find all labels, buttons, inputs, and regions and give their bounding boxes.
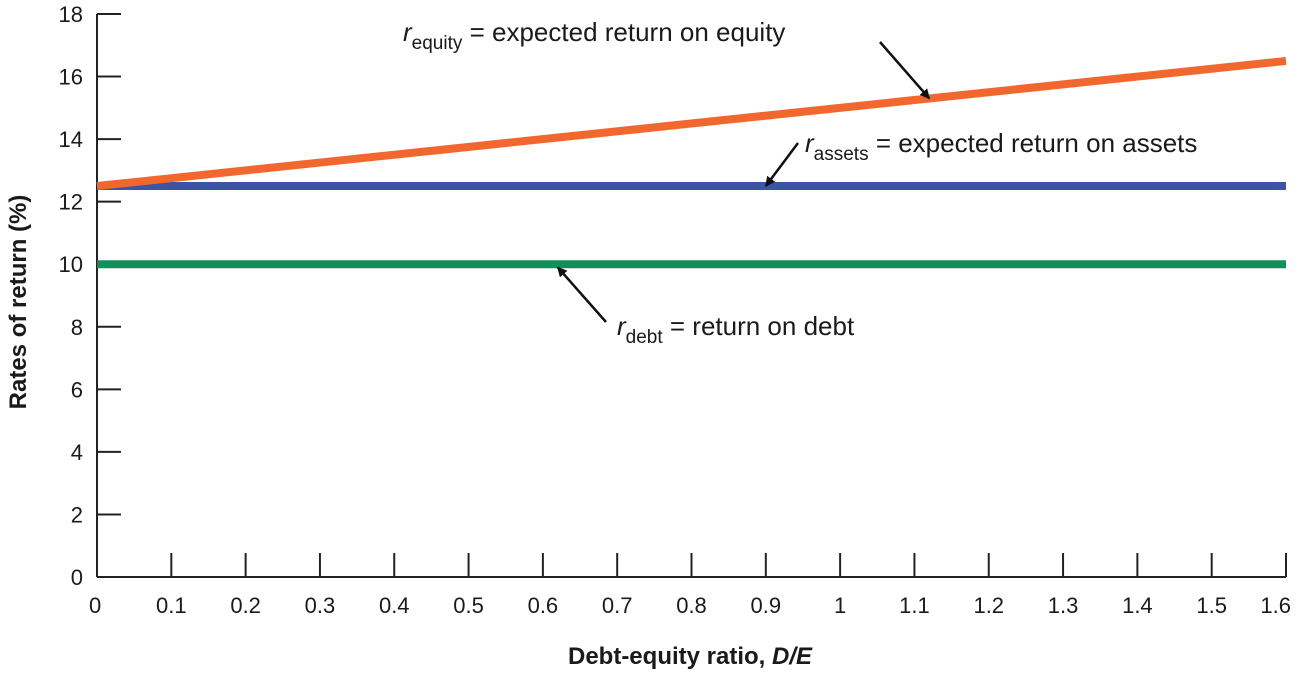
x-tick-label: 0.4: [379, 593, 410, 618]
y-tick-label: 2: [71, 502, 83, 527]
x-tick-label: 0.3: [305, 593, 336, 618]
y-tick-label: 10: [59, 252, 83, 277]
x-axis-title-italic: D/E: [772, 643, 813, 670]
y-tick-label: 6: [71, 377, 83, 402]
x-tick-label: 0.6: [528, 593, 559, 618]
y-tick-label: 8: [71, 315, 83, 340]
y-tick-label: 14: [59, 127, 83, 152]
annotation-assets-text: = expected return on assets: [869, 128, 1198, 158]
x-tick-label: 0.8: [676, 593, 707, 618]
y-tick-label: 12: [59, 190, 83, 215]
x-tick-label: 0.1: [156, 593, 187, 618]
x-tick-label: 1.5: [1196, 593, 1227, 618]
annotation-debt-var: r: [617, 311, 627, 341]
annotation-equity-text: = expected return on equity: [462, 17, 785, 47]
annotation-debt-sub: debt: [626, 327, 664, 348]
series-line-equity: [96, 56, 1287, 191]
x-tick-label: 0: [89, 593, 101, 618]
annotations-group: requity = expected return on equityrasse…: [403, 17, 1197, 348]
annotation-assets-sub: assets: [814, 144, 869, 165]
y-tick-label: 0: [71, 565, 83, 590]
annotation-arrow-equity: [879, 41, 931, 100]
x-tick-label: 1: [834, 593, 846, 618]
annotation-debt: rdebt = return on debt: [617, 311, 855, 348]
annotation-arrow-assets: [764, 142, 800, 187]
annotation-arrow-debt: [556, 266, 607, 323]
x-tick-label: 0.5: [453, 593, 484, 618]
x-tick-label: 1.6: [1260, 593, 1291, 618]
x-tick-label: 0.2: [230, 593, 261, 618]
annotation-debt-text: = return on debt: [663, 311, 855, 341]
x-tick-label: 1.2: [973, 593, 1004, 618]
x-axis-title: Debt-equity ratio, D/E: [568, 643, 813, 670]
annotation-assets-var: r: [805, 128, 815, 158]
y-tick-label: 16: [59, 65, 83, 90]
annotation-equity-sub: equity: [412, 33, 463, 54]
annotation-equity: requity = expected return on equity: [403, 17, 785, 54]
y-tick-label: 18: [59, 2, 83, 27]
annotation-assets: rassets = expected return on assets: [805, 128, 1197, 165]
x-tick-label: 0.9: [751, 593, 782, 618]
x-tick-label: 0.7: [602, 593, 633, 618]
x-tick-label: 1.1: [899, 593, 930, 618]
x-axis-title-main: Debt-equity ratio,: [568, 643, 772, 670]
y-axis-title: Rates of return (%): [5, 195, 32, 410]
y-tick-label: 4: [71, 440, 83, 465]
axes: 0 2 4 6 8 10 12 14 16 18 0 0.1 0.2 0.3 0.4 0.5 0.6 0.7 0.8…: [59, 2, 1291, 618]
x-tick-label: 1.3: [1048, 593, 1079, 618]
x-tick-label: 1.4: [1122, 593, 1153, 618]
annotation-equity-var: r: [403, 17, 413, 47]
series-group: [96, 56, 1287, 269]
